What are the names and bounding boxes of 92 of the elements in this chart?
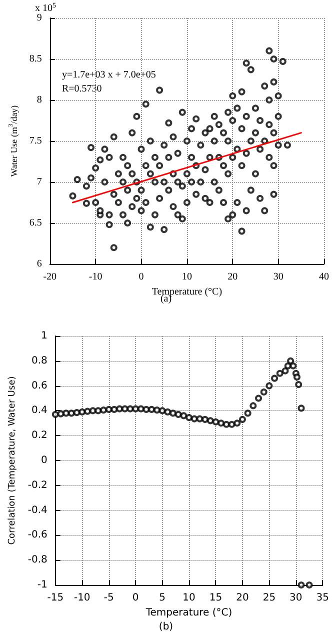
y-tick-label: -0.8 (28, 554, 48, 566)
point (164, 408, 172, 416)
point (52, 410, 59, 418)
point (287, 357, 294, 364)
y-tick-label: 7 (36, 176, 42, 188)
point (202, 416, 209, 423)
x-tick-label: 30 (290, 592, 302, 604)
y-tick-label: -0.4 (28, 504, 48, 516)
point (255, 394, 262, 402)
point (290, 362, 297, 370)
point (158, 407, 166, 414)
point (169, 410, 176, 417)
y-tick-label: 7.5 (29, 136, 42, 146)
point (228, 420, 236, 428)
point (148, 406, 156, 413)
x-tick-label: 10 (182, 272, 192, 282)
y-axis-title: Correlation (Temperature, Water Use) (8, 376, 18, 545)
point (260, 388, 268, 396)
annotation: R=0.5730 (62, 84, 102, 94)
point (238, 416, 246, 423)
point (105, 406, 112, 413)
x-tick-label: 35 (316, 592, 330, 604)
point (206, 417, 214, 424)
y-tick-label: 1 (41, 330, 48, 342)
x-tick-label: -5 (104, 592, 114, 604)
point (212, 418, 220, 426)
y-tick-label: 0.4 (32, 405, 48, 416)
x-tick-label: -20 (43, 272, 57, 282)
y-tick-label: 0.2 (32, 430, 48, 442)
point (234, 420, 241, 427)
text: (b) (158, 622, 174, 632)
x-tick-label: -15 (47, 592, 64, 604)
y-tick-label: 0 (41, 455, 48, 466)
x-tick-label: 15 (209, 592, 222, 604)
point (153, 406, 160, 414)
point (222, 420, 230, 428)
x-tick-label: 10 (182, 592, 196, 604)
point (298, 404, 305, 412)
x-tick-label: 20 (236, 592, 249, 604)
point (276, 370, 284, 377)
x-tick-label: -10 (74, 592, 90, 604)
point (282, 367, 289, 374)
y-tick-label: -0.2 (28, 480, 48, 491)
point (250, 402, 257, 410)
y-tick-label: 0.6 (32, 380, 48, 392)
point (100, 406, 108, 414)
point (244, 410, 252, 417)
y-tick-label: -1 (37, 580, 48, 590)
x-axis-title: Temperature (°C) (144, 607, 232, 618)
x-tick-label: 30 (273, 272, 284, 282)
x-tick-label: 0 (138, 272, 144, 282)
point (68, 410, 75, 417)
point (132, 405, 140, 412)
x-tick-label: 5 (159, 592, 166, 604)
point (190, 415, 198, 422)
point (218, 420, 225, 427)
point (196, 415, 204, 422)
x-tick-label: -10 (88, 272, 102, 282)
point (266, 382, 273, 390)
point (84, 408, 91, 415)
point (94, 407, 102, 414)
y-tick-label: 0.8 (32, 355, 48, 366)
y-tick-label: 6.5 (29, 218, 42, 228)
point (121, 405, 128, 412)
point (116, 405, 124, 412)
point (110, 406, 118, 413)
point (89, 407, 96, 414)
y-tick-label: 8 (36, 94, 42, 106)
point (73, 409, 80, 416)
point (298, 582, 305, 588)
x-tick-label: 0 (132, 592, 139, 604)
point (78, 408, 86, 416)
point (306, 582, 313, 588)
point (271, 374, 278, 382)
y-tick-label: 8.5 (29, 54, 42, 64)
x-tick-label: 25 (262, 592, 276, 604)
point (180, 412, 188, 420)
point (62, 410, 70, 417)
point (142, 406, 150, 413)
y-tick-label: 9 (36, 12, 42, 24)
x-tick-label: 40 (319, 272, 329, 282)
point (186, 414, 193, 422)
point (57, 410, 64, 418)
y-tick-label: 6 (36, 258, 42, 270)
point (293, 374, 300, 381)
point (295, 381, 302, 388)
y-tick-label: -0.6 (28, 530, 48, 541)
point (174, 410, 182, 418)
annotation: y=1.7e+03 x + 7.0e+05 (62, 70, 156, 80)
point (137, 405, 144, 412)
x-tick-label: 20 (228, 272, 238, 282)
point (126, 405, 134, 412)
